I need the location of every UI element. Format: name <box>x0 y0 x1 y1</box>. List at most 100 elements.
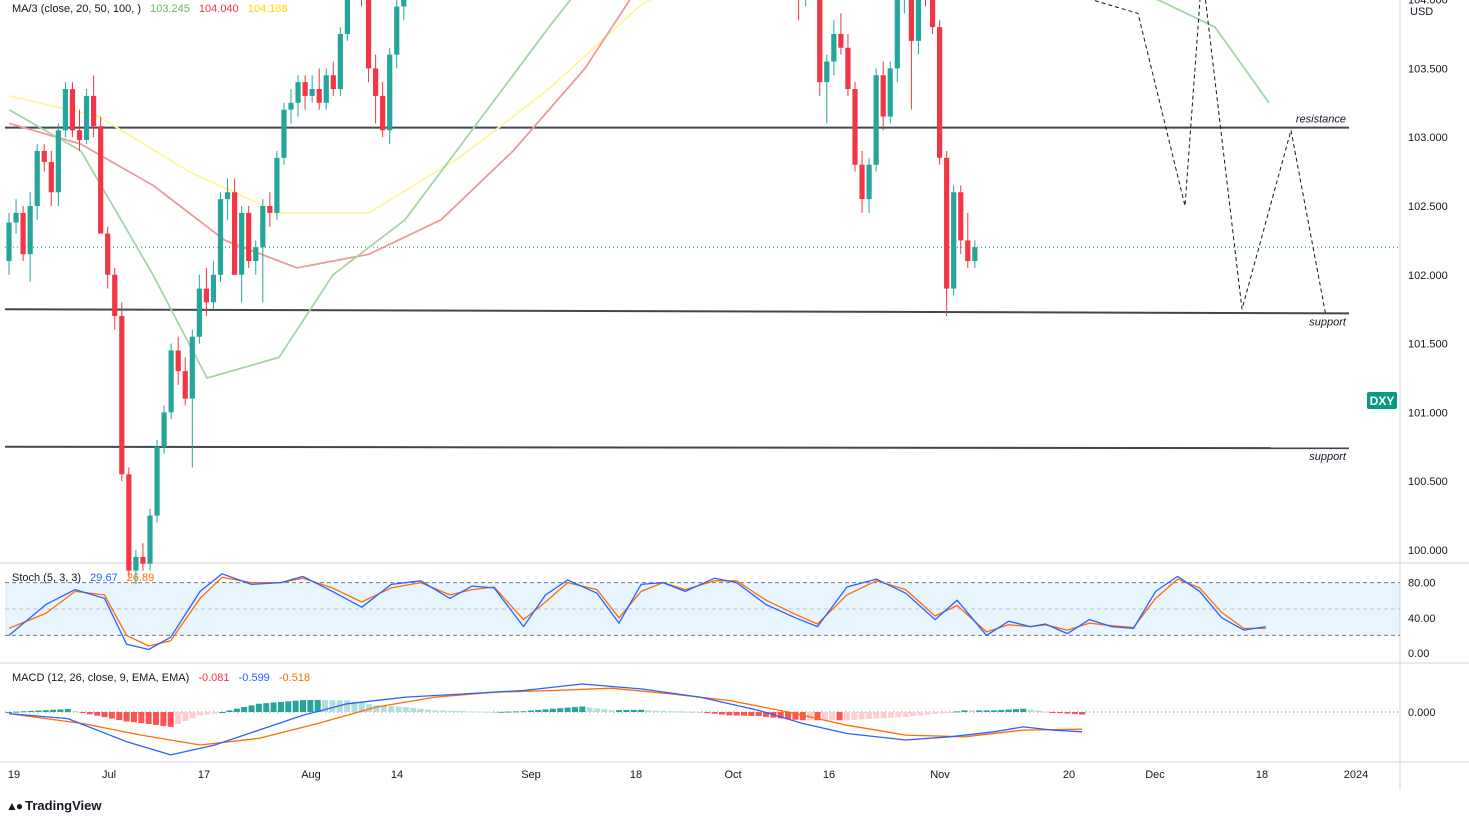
candle[interactable] <box>337 27 343 96</box>
candlestick-series[interactable] <box>6 0 978 585</box>
candle[interactable] <box>210 261 217 310</box>
macd-histogram-bar <box>175 712 182 724</box>
candle[interactable] <box>401 0 407 21</box>
brand-logo[interactable]: ▲● TradingView <box>6 798 101 813</box>
candle[interactable] <box>316 68 322 110</box>
candle[interactable] <box>27 192 33 282</box>
candle[interactable] <box>330 61 336 96</box>
candle[interactable] <box>83 89 90 145</box>
candle[interactable] <box>189 329 195 468</box>
candle[interactable] <box>147 508 153 571</box>
macd-histogram-bar <box>145 712 152 724</box>
candle[interactable] <box>133 550 139 585</box>
candle[interactable] <box>168 343 174 420</box>
candle[interactable] <box>246 206 252 268</box>
candle[interactable] <box>873 68 879 172</box>
candle[interactable] <box>845 34 851 96</box>
candle[interactable] <box>288 89 294 124</box>
candle[interactable] <box>937 20 943 165</box>
candle[interactable] <box>253 240 259 275</box>
candle[interactable] <box>69 82 76 138</box>
candle[interactable] <box>323 68 329 110</box>
candle-body <box>41 150 47 162</box>
candle[interactable] <box>965 212 971 268</box>
candle[interactable] <box>175 336 181 385</box>
candle[interactable] <box>295 75 301 117</box>
macd-histogram-bar <box>424 709 431 712</box>
candle[interactable] <box>365 0 372 83</box>
candle[interactable] <box>34 144 40 220</box>
candle[interactable] <box>140 543 146 571</box>
candle[interactable] <box>274 150 280 220</box>
candle[interactable] <box>196 274 202 344</box>
candle[interactable] <box>20 206 26 262</box>
candle[interactable] <box>76 109 83 151</box>
macd-histogram-bar <box>461 711 468 713</box>
candle[interactable] <box>62 82 68 138</box>
candle[interactable] <box>958 185 964 255</box>
candle[interactable] <box>161 405 167 454</box>
candle[interactable] <box>852 82 858 172</box>
candle[interactable] <box>803 0 808 7</box>
candle[interactable] <box>260 199 266 303</box>
candle[interactable] <box>182 357 188 406</box>
last-price-tag[interactable]: DXY <box>1367 392 1397 409</box>
candle[interactable] <box>824 54 830 124</box>
candle[interactable] <box>915 0 922 55</box>
candle[interactable] <box>91 75 97 138</box>
macd-histogram-bar <box>447 710 453 712</box>
candle[interactable] <box>380 82 386 138</box>
candle[interactable] <box>119 302 125 482</box>
candle[interactable] <box>302 75 308 110</box>
candle[interactable] <box>55 123 61 206</box>
horizontal-levels[interactable]: resistanceresistanceresistanceresistance… <box>4 0 1400 463</box>
candle[interactable] <box>154 439 160 523</box>
price-axis[interactable]: 107.500107.000106.500106.000105.500105.0… <box>1408 0 1448 719</box>
candle[interactable] <box>105 226 111 289</box>
candle[interactable] <box>126 467 132 578</box>
candle[interactable] <box>831 20 837 76</box>
candle[interactable] <box>48 150 54 206</box>
candle[interactable] <box>972 240 978 268</box>
candle[interactable] <box>908 0 914 110</box>
candle[interactable] <box>944 150 950 317</box>
candle[interactable] <box>796 0 801 21</box>
candle[interactable] <box>112 267 118 330</box>
candle[interactable] <box>894 0 900 83</box>
candle[interactable] <box>344 0 350 41</box>
candle[interactable] <box>309 75 315 103</box>
candle[interactable] <box>41 144 47 172</box>
currency-label[interactable]: USD <box>1410 6 1433 18</box>
candle[interactable] <box>394 0 400 69</box>
candle[interactable] <box>923 0 928 7</box>
ma100-value: 104.188 <box>248 3 288 15</box>
candle[interactable] <box>387 47 393 145</box>
candle[interactable] <box>887 61 893 124</box>
candle[interactable] <box>281 102 287 165</box>
candle[interactable] <box>6 212 12 275</box>
candle[interactable] <box>880 61 886 131</box>
level-line-support[interactable] <box>4 445 1350 450</box>
candle[interactable] <box>239 206 245 303</box>
candle[interactable] <box>373 54 379 124</box>
candle[interactable] <box>902 0 907 14</box>
candle[interactable] <box>203 267 209 317</box>
projection-paths <box>1090 0 1327 317</box>
candle[interactable] <box>817 0 823 96</box>
candle-body <box>866 164 872 200</box>
candle[interactable] <box>951 185 957 296</box>
candle[interactable] <box>224 178 231 220</box>
candle[interactable] <box>13 199 19 234</box>
candle[interactable] <box>232 178 238 275</box>
candle[interactable] <box>866 157 872 213</box>
candle[interactable] <box>838 13 844 55</box>
candle[interactable] <box>267 192 273 227</box>
time-axis[interactable]: 19 Jul 17 Aug 14 Sep 18 Oct 16 Nov 20 Dec 18 2024 <box>8 769 1368 781</box>
candle[interactable] <box>929 0 936 34</box>
candle[interactable] <box>217 192 224 282</box>
candle[interactable] <box>859 150 865 213</box>
candle[interactable] <box>98 116 104 234</box>
candle[interactable] <box>359 0 364 7</box>
level-line-support[interactable] <box>4 308 1350 315</box>
